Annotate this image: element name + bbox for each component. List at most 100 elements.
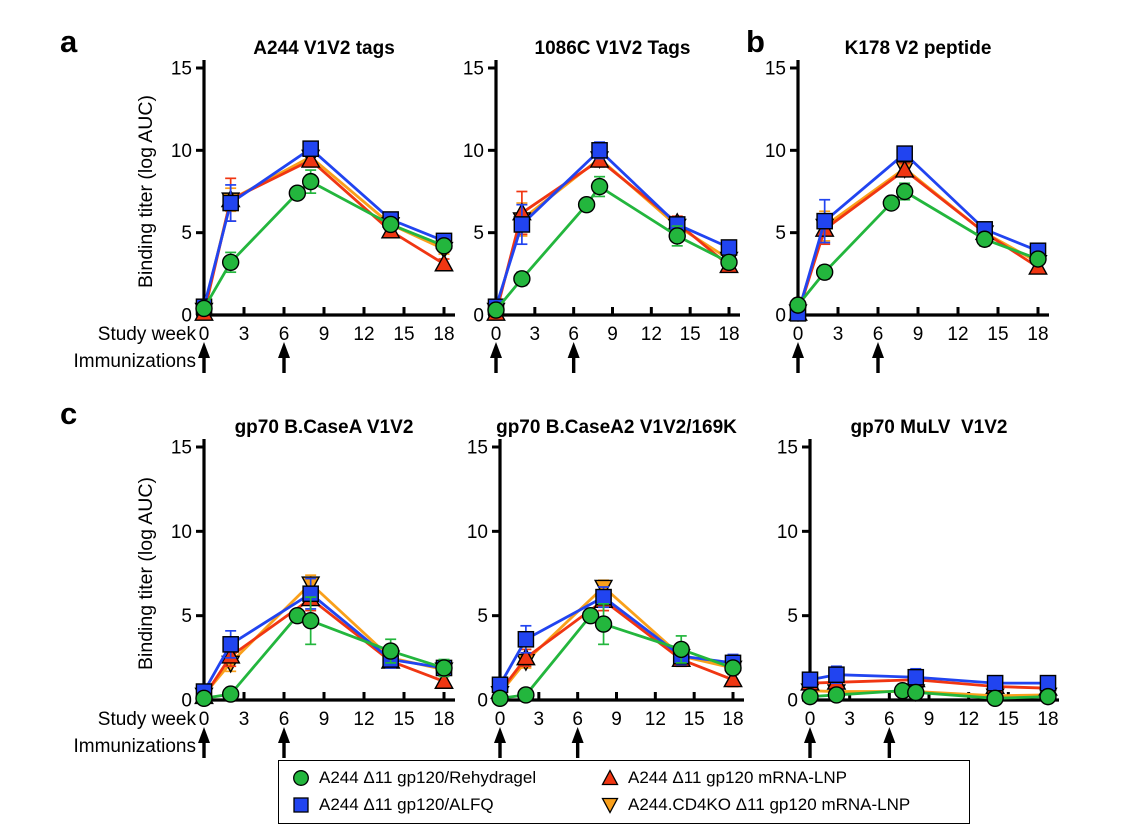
y-tick-label: 10 [463, 141, 484, 162]
plot-k178-v2-peptide: K178 V2 peptide 0 5 10 15 0 3 6 9 12 15 18 [765, 38, 1049, 373]
marker-circle [435, 237, 453, 255]
marker-circle [301, 612, 320, 630]
plot-title: gp70 B.CaseA2 V1V2/169K [496, 417, 737, 438]
marker-square [222, 636, 239, 653]
series-line-triangle-down [494, 157, 730, 311]
legend-marker-circle [293, 770, 309, 786]
immunization-arrow-head [278, 727, 290, 743]
immunization-arrow-head [883, 727, 896, 743]
y-tick-label: 10 [777, 522, 798, 543]
x-tick-label: 6 [568, 324, 579, 345]
legend-item-cd4ko-mrna-lnp: A244.CD4KO Δ11 gp120 mRNA-LNP [601, 795, 910, 815]
x-tick-label: 6 [572, 709, 583, 730]
y-tick-label: 5 [181, 223, 192, 244]
marker-circle [487, 301, 505, 319]
marker-circle [1029, 250, 1047, 268]
x-tick-label: 18 [718, 324, 739, 345]
legend-marker-square [293, 797, 309, 813]
marker-circle [435, 659, 453, 677]
series-line-circle [202, 180, 445, 310]
x-tick-label: 3 [534, 709, 545, 730]
blue-square-icon [293, 797, 309, 813]
marker-square [896, 145, 913, 162]
x-tick-label: 9 [319, 324, 330, 345]
y-tick-label: 10 [765, 141, 786, 162]
marker-triangle-up [723, 669, 743, 688]
marker-circle [724, 659, 742, 677]
immunization-arrow-head [278, 342, 290, 358]
plot-title: 1086C V1V2 Tags [535, 38, 691, 59]
x-tick-label: 6 [873, 324, 884, 345]
marker-circle [221, 685, 240, 703]
x-tick-label: 12 [353, 709, 374, 730]
marker-square [595, 588, 612, 606]
marker-circle [381, 215, 400, 234]
marker-circle [195, 299, 213, 318]
marker-square [816, 212, 833, 230]
series-line-circle [796, 190, 1039, 307]
immunization-arrow-head [198, 342, 210, 358]
y-tick-label: 0 [181, 306, 192, 327]
marker-triangle-up [516, 647, 536, 666]
marker-circle [1039, 687, 1057, 706]
panel-letter-c: c [60, 396, 78, 431]
marker-square [513, 216, 531, 233]
x-tick-label: 15 [684, 709, 705, 730]
immunization-arrow-head [567, 342, 580, 358]
study-week-label: Study week [98, 324, 197, 345]
marker-circle [195, 689, 213, 708]
plot-a244-v1v2-tags: A244 V1V2 tags 0 5 10 15 0 3 6 9 12 15 18 Study week… [74, 38, 455, 373]
x-tick-label: 15 [393, 709, 414, 730]
plot-title: K178 V2 peptide [845, 38, 992, 59]
plot-title: gp70 MuLV V1V2 [851, 417, 1008, 438]
x-tick-label: 9 [913, 324, 924, 345]
x-tick-label: 9 [611, 709, 622, 730]
marker-square [801, 671, 819, 689]
legend-label: A244 Δ11 gp120 mRNA-LNP [628, 768, 847, 787]
series-line-triangle-up [494, 158, 730, 314]
x-tick-label: 12 [958, 709, 979, 730]
immunization-arrow-head [490, 342, 502, 358]
series-line-circle [203, 614, 445, 700]
marker-circle [288, 184, 307, 202]
x-tick-label: 9 [607, 324, 618, 345]
study-week-label: Study week [98, 709, 197, 730]
y-tick-label: 15 [467, 438, 488, 459]
marker-circle [581, 606, 600, 625]
series-line-triangle-down [498, 585, 734, 695]
marker-circle [672, 640, 690, 659]
plot-gp70-b-casea-v1v2: gp70 B.CaseA V1V2 0 5 10 15 0 3 6 9 12 15 18 Study w… [74, 417, 455, 758]
marker-circle [577, 195, 596, 214]
plot-gp70-mulv-v1v2: gp70 MuLV V1V2 0 5 10 15 0 3 6 9 12 15 18 [777, 417, 1059, 758]
marker-circle [827, 686, 846, 704]
x-tick-label: 0 [793, 324, 804, 345]
y-tick-label: 10 [171, 141, 192, 162]
legend-item-mrna-lnp: A244 Δ11 gp120 mRNA-LNP [601, 768, 847, 788]
x-tick-label: 3 [239, 709, 250, 730]
x-tick-label: 0 [491, 324, 502, 345]
y-tick-label: 5 [473, 223, 484, 244]
x-tick-label: 18 [722, 709, 743, 730]
marker-circle [720, 253, 738, 272]
y-tick-label: 5 [477, 606, 488, 627]
x-tick-label: 3 [833, 324, 844, 345]
marker-square [720, 239, 738, 256]
marker-circle [594, 615, 613, 633]
y-axis-label: Binding titer (log AUC) [135, 477, 157, 670]
marker-square [302, 140, 319, 157]
orange-triangle-down-icon [601, 797, 619, 814]
marker-circle [815, 263, 834, 281]
x-tick-label: 9 [924, 709, 935, 730]
marker-square [517, 630, 535, 648]
x-tick-label: 12 [353, 324, 374, 345]
marker-triangle-up [300, 149, 321, 168]
series-line-triangle-up [498, 599, 734, 693]
x-tick-label: 6 [279, 324, 290, 345]
x-tick-label: 12 [641, 324, 662, 345]
immunizations-label: Immunizations [74, 736, 197, 757]
y-tick-label: 15 [463, 59, 484, 80]
marker-circle [590, 177, 609, 196]
marker-triangle-up [894, 159, 915, 178]
marker-circle [789, 296, 807, 314]
